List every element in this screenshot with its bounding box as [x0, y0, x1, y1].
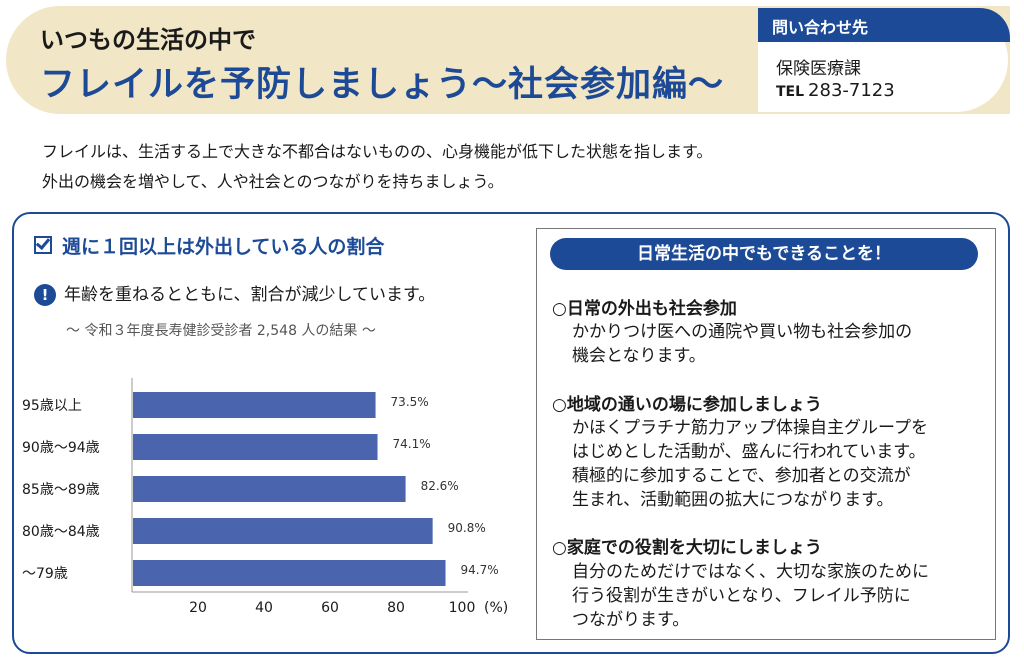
value-label: 94.7%	[461, 563, 499, 577]
tip-3-body: 自分のためだけではなく、大切な家族のために 行う役割が生きがいとなり、フレイル予…	[572, 562, 929, 630]
bar	[133, 392, 376, 418]
bar	[133, 560, 446, 586]
x-tick-label: 60	[321, 600, 339, 616]
contact-heading: 問い合わせ先	[758, 8, 1010, 42]
x-tick-label: 100	[449, 600, 476, 616]
bar	[133, 434, 378, 460]
tel-number: 283-7123	[808, 80, 895, 101]
category-label: 95歳以上	[22, 398, 82, 414]
category-label: 85歳～89歳	[22, 482, 100, 498]
intro-line-1: フレイルは、生活する上で大きな不都合はないものの、心身機能が低下した状態を指しま…	[42, 142, 713, 161]
bar	[133, 476, 406, 502]
category-label: 90歳～94歳	[22, 440, 100, 456]
x-unit-label: (%)	[484, 600, 508, 616]
value-label: 82.6%	[421, 479, 459, 493]
tip-3-title: ○家庭での役割を大切にしましょう	[552, 538, 822, 558]
contact-department: 保険医療課	[776, 59, 861, 79]
intro-line-2: 外出の機会を増やして、人や社会とのつながりを持ちましょう。	[42, 172, 504, 191]
x-tick-label: 40	[255, 600, 273, 616]
tip-2-title: ○地域の通いの場に参加しましょう	[552, 395, 822, 415]
tip-1-title: ○日常の外出も社会参加	[552, 299, 737, 319]
contact-box: 問い合わせ先 保険医療課 TEL 283-7123	[756, 6, 1010, 114]
survey-caption: ～ 令和３年度長寿健診受診者 2,548 人の結果 ～	[66, 323, 376, 339]
category-label: ～79歳	[22, 566, 68, 582]
trend-note-text: 年齢を重ねるとともに、割合が減少しています。	[64, 285, 436, 305]
page-title: フレイルを予防しましょう～社会参加編～	[40, 64, 725, 105]
section-title: 週に１回以上は外出している人の割合	[34, 232, 384, 259]
tel-label: TEL	[776, 84, 805, 100]
exclamation-icon: !	[34, 284, 56, 306]
tip-1-body: かかりつけ医への通院や買い物も社会参加の 機会となります。	[572, 322, 913, 366]
section-title-text: 週に１回以上は外出している人の割合	[62, 236, 385, 258]
value-label: 90.8%	[448, 521, 486, 535]
outing-rate-chart: 95歳以上 73.5% 90歳～94歳 74.1% 85歳～89歳 82.6% 80歳～84…	[22, 378, 508, 616]
category-label: 80歳～84歳	[22, 524, 100, 540]
main-panel	[12, 212, 1010, 654]
checkbox-icon	[34, 236, 52, 254]
trend-note: ! 年齢を重ねるとともに、割合が減少しています。	[34, 280, 435, 306]
contact-phone[interactable]: TEL 283-7123	[776, 80, 895, 101]
tips-box	[536, 228, 996, 640]
bar	[133, 518, 433, 544]
value-label: 73.5%	[391, 395, 429, 409]
value-label: 74.1%	[393, 437, 431, 451]
x-tick-label: 20	[189, 600, 207, 616]
tips-heading: 日常生活の中でもできることを！	[550, 238, 978, 270]
tip-2-body: かほくプラチナ筋力アップ体操自主グループを はじめとした活動が、盛んに行われてい…	[572, 418, 928, 510]
page-subtitle: いつもの生活の中で	[40, 26, 256, 54]
x-tick-label: 80	[387, 600, 405, 616]
